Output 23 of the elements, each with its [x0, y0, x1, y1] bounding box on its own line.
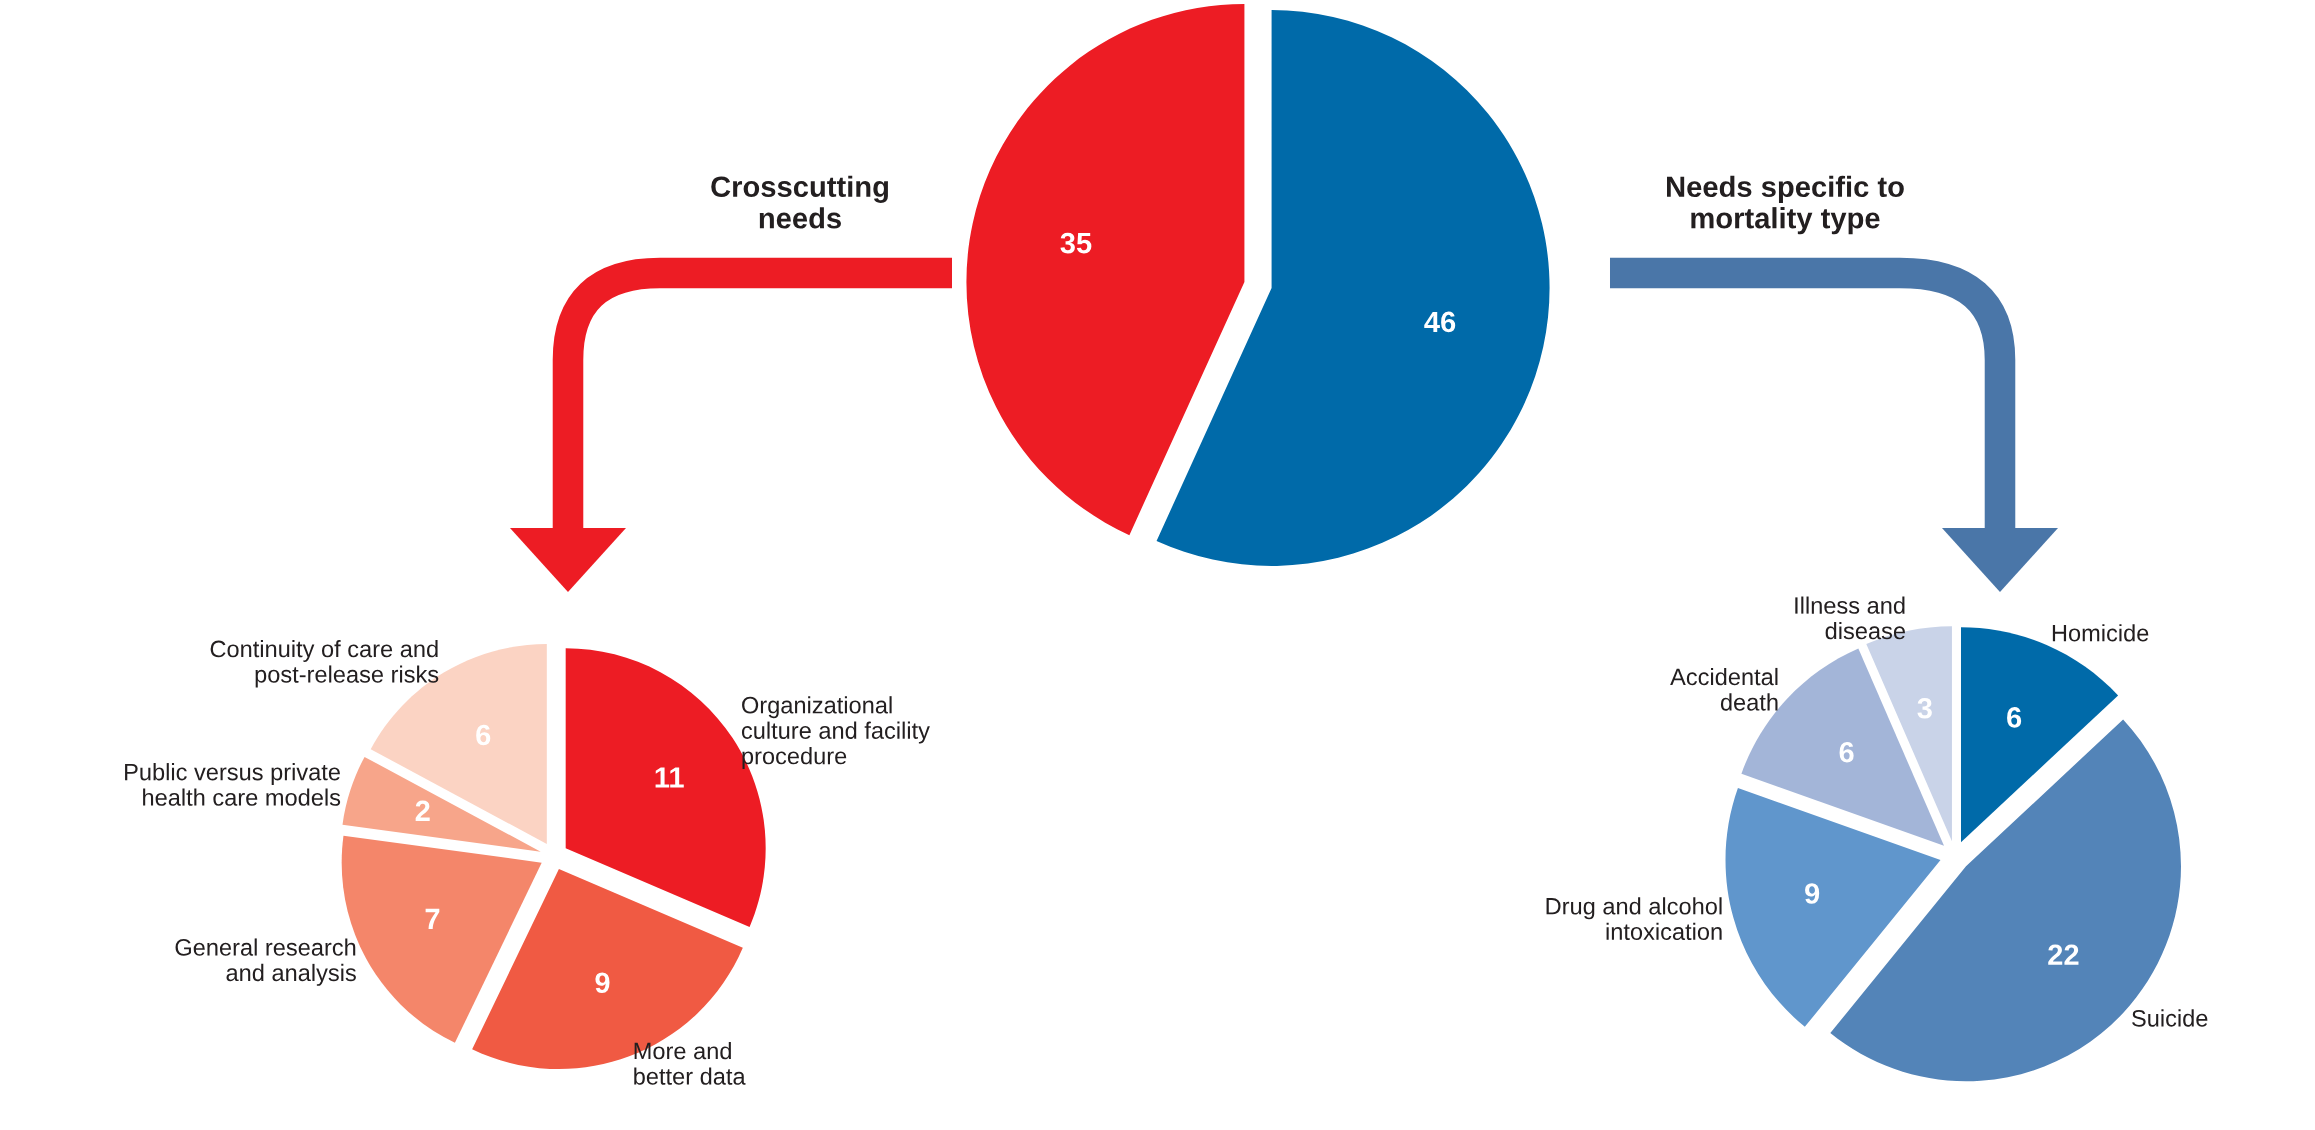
slice-label: Accidental death — [1670, 667, 1778, 711]
data-label: 11 — [655, 767, 684, 788]
slice-label: Needs specific to mortality type — [1667, 175, 1904, 235]
data-label: 9 — [595, 972, 610, 994]
data-label: 22 — [2048, 944, 2079, 965]
slice-label: Drug and alcohol intoxication — [1546, 897, 1722, 941]
data-label: 7 — [425, 908, 440, 929]
slice-label: More and better data — [634, 1042, 746, 1085]
data-label: 35 — [1060, 232, 1092, 254]
data-label: 2 — [415, 800, 430, 821]
slice-label: General research and analysis — [175, 938, 356, 986]
data-label: 6 — [476, 724, 491, 746]
slice-label: Public versus private health care models — [125, 763, 341, 806]
data-label: 9 — [1805, 883, 1820, 904]
slice-label: Homicide — [2052, 624, 2149, 642]
slice-label: Organizational culture and facility procedure — [741, 696, 930, 770]
data-label: 6 — [2007, 707, 2022, 728]
data-label: 46 — [1424, 311, 1456, 333]
slice-label: Illness and disease — [1795, 596, 1905, 640]
slice-label: Crosscutting needs — [711, 175, 888, 229]
slice-label: Continuity of care and post-release risks — [210, 639, 439, 688]
data-label: 6 — [1839, 741, 1854, 763]
slice-label: Suicide — [2132, 1009, 2208, 1027]
